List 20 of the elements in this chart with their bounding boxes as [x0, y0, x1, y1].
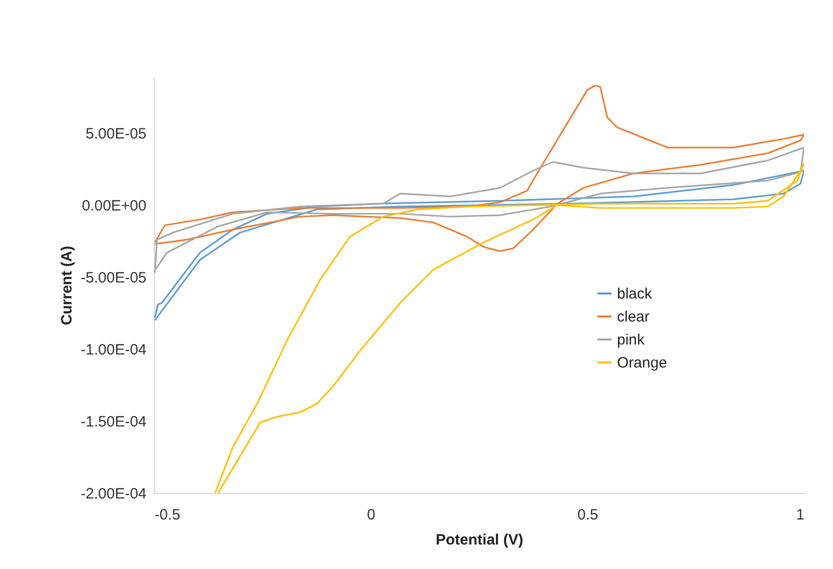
- x-tick-label: 0: [366, 506, 376, 524]
- legend-label: pink: [617, 332, 646, 348]
- x-tick-label: 0.5: [577, 506, 598, 524]
- y-tick-label: -2.00E-04: [80, 486, 146, 502]
- y-tick-label: -1.00E-04: [80, 342, 146, 359]
- y-axis-title: Current (A): [58, 246, 76, 326]
- y-tick-label: 0.00E+00: [82, 198, 146, 215]
- y-tick-label: -5.00E-05: [80, 270, 146, 287]
- legend-label: black: [617, 286, 653, 302]
- legend-label: Orange: [617, 354, 668, 372]
- x-tick-label: 1: [796, 506, 804, 524]
- line-series: [154, 146, 804, 274]
- line-series: [214, 162, 804, 493]
- legend-label: clear: [617, 308, 650, 326]
- line-series: [154, 84, 804, 252]
- line-series: [154, 170, 804, 322]
- y-tick-label: -1.50E-04: [80, 414, 146, 431]
- y-tick-label: 5.00E-05: [86, 126, 146, 143]
- x-axis-title: Potential (V): [436, 532, 524, 548]
- x-tick-label: -0.5: [154, 506, 180, 524]
